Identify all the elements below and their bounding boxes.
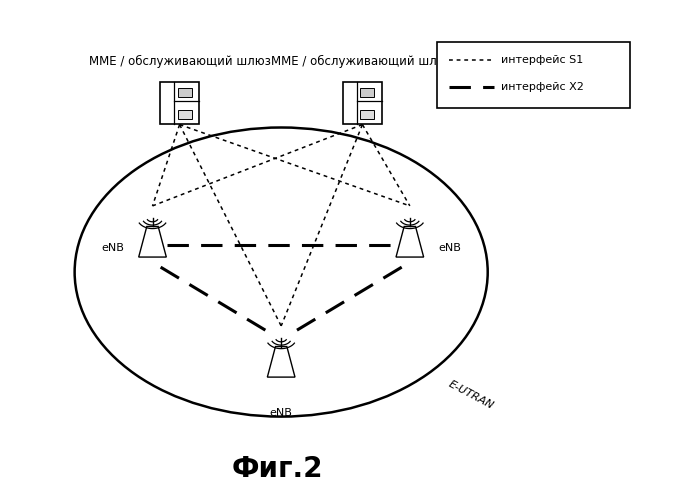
Text: eNB: eNB [438, 242, 461, 252]
Bar [361, 110, 375, 119]
Polygon shape [267, 346, 295, 377]
Polygon shape [139, 226, 167, 257]
Text: E-UTRAN: E-UTRAN [446, 378, 495, 410]
Text: ММЕ / обслуживающий шлюз: ММЕ / обслуживающий шлюз [272, 54, 453, 68]
Text: интерфейс S1: интерфейс S1 [501, 56, 583, 66]
Bar [361, 88, 375, 97]
Text: eNB: eNB [101, 242, 124, 252]
Bar [160, 82, 199, 124]
Text: eNB: eNB [269, 408, 292, 418]
Text: интерфейс X2: интерфейс X2 [501, 82, 584, 92]
Bar [178, 88, 191, 97]
Text: Фиг.2: Фиг.2 [232, 455, 323, 483]
Text: ММЕ / обслуживающий шлюз: ММЕ / обслуживающий шлюз [88, 54, 271, 68]
Bar [343, 82, 382, 124]
Bar [437, 42, 630, 108]
Bar [178, 110, 191, 119]
Polygon shape [396, 226, 424, 257]
